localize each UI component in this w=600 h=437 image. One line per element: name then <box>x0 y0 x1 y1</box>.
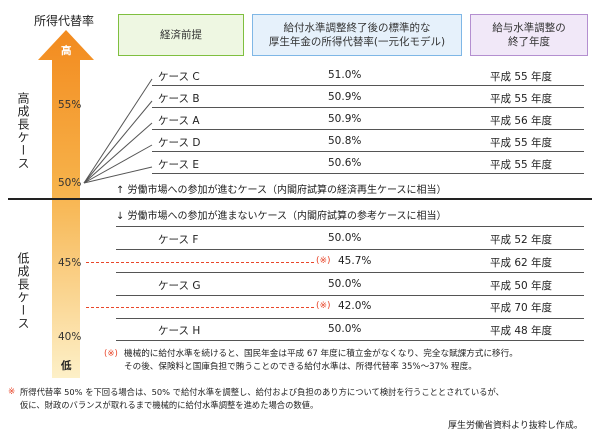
case-rate: 50.0% <box>328 323 362 335</box>
case-rate: 50.9% <box>328 113 362 125</box>
case-name: ケース D <box>158 137 201 149</box>
axis-tick-45: 45% <box>58 257 82 269</box>
dashed-guide <box>86 262 314 263</box>
header-end-year-line2: 終了年度 <box>508 36 550 48</box>
case-year: 平成 55 年度 <box>490 71 553 83</box>
case-year: 平成 55 年度 <box>490 93 553 105</box>
row-divider <box>152 85 584 86</box>
row-divider <box>116 340 584 341</box>
axis-tick-40: 40% <box>58 331 82 343</box>
header-economic-premise: 経済前提 <box>118 14 244 56</box>
case-rate: 42.0% <box>338 300 372 312</box>
case-name: ケース F <box>158 234 199 246</box>
case-rate: 50.0% <box>328 232 362 244</box>
dashed-guide <box>86 307 314 308</box>
case-rate: 50.8% <box>328 135 362 147</box>
header-economic-premise-text: 経済前提 <box>160 29 202 41</box>
note2-mark: ※ <box>8 387 16 397</box>
replacement-rate-arrow <box>38 30 94 378</box>
note2-line2: 仮に、財政のバランスが取れるまで機械的に給付水準調整を進めた場合の数値。 <box>20 400 319 410</box>
note1-line1: 機械的に給付水準を続けると、国民年金は平成 67 年度に積立金がなくなり、完全な… <box>124 349 518 359</box>
row-divider <box>152 129 584 130</box>
row-divider <box>152 173 584 174</box>
note2-line1: 所得代替率 50% を下回る場合は、50% で給付水準を調整し、給付および負担の… <box>20 387 504 397</box>
case-rate: 50.6% <box>328 157 362 169</box>
header-replacement-rate-line2: 厚生年金の所得代替率(一元化モデル) <box>268 36 446 48</box>
header-end-year: 給与水準調整の 終了年度 <box>470 14 588 56</box>
row-divider <box>116 318 584 319</box>
case-rate: 50.0% <box>328 278 362 290</box>
case-year: 平成 56 年度 <box>490 115 553 127</box>
row-divider <box>116 272 584 273</box>
case-year: 平成 55 年度 <box>490 159 553 171</box>
note1-mark: (※) <box>104 349 118 359</box>
axis-high-label: 高 <box>61 45 72 57</box>
note-mark: (※) <box>316 256 331 266</box>
case-year: 平成 55 年度 <box>490 137 553 149</box>
low-caption: ↓ 労働市場への参加が進まないケース（内閣府試算の参考ケースに相当） <box>116 211 447 222</box>
case-name: ケース B <box>158 93 200 105</box>
row-divider <box>152 107 584 108</box>
row-divider <box>116 249 584 250</box>
row-divider <box>116 295 584 296</box>
axis-tick-55: 55% <box>58 99 82 111</box>
axis-title: 所得代替率 <box>34 14 95 28</box>
row-divider <box>116 226 584 227</box>
case-name: ケース A <box>158 115 200 127</box>
axis-low-label: 低 <box>61 360 72 372</box>
header-end-year-line1: 給与水準調整の <box>492 22 566 34</box>
high-growth-label: 高成長ケース <box>16 92 30 170</box>
case-year: 平成 70 年度 <box>490 302 553 314</box>
note1-line2: その後、保険料と国庫負担で賄うことのできる給付水準は、所得代替率 35%〜37%… <box>124 362 477 372</box>
case-rate: 45.7% <box>338 255 372 267</box>
case-year: 平成 62 年度 <box>490 257 553 269</box>
case-name: ケース H <box>158 325 201 337</box>
case-name: ケース E <box>158 159 199 171</box>
case-year: 平成 50 年度 <box>490 280 553 292</box>
case-rate: 51.0% <box>328 69 362 81</box>
section-separator <box>8 198 592 200</box>
header-replacement-rate: 給付水準調整終了後の標準的な 厚生年金の所得代替率(一元化モデル) <box>252 14 462 56</box>
high-caption: ↑ 労働市場への参加が進むケース（内閣府試算の経済再生ケースに相当） <box>116 185 447 196</box>
header-replacement-rate-line1: 給付水準調整終了後の標準的な <box>283 22 431 34</box>
case-name: ケース G <box>158 280 201 292</box>
axis-tick-50: 50% <box>58 177 82 189</box>
case-year: 平成 48 年度 <box>490 325 553 337</box>
case-rate: 50.9% <box>328 91 362 103</box>
row-divider <box>152 151 584 152</box>
source-credit: 厚生労働省資料より抜粋し作成。 <box>448 421 583 431</box>
case-name: ケース C <box>158 71 200 83</box>
low-growth-label: 低成長ケース <box>16 252 30 330</box>
case-year: 平成 52 年度 <box>490 234 553 246</box>
note-mark: (※) <box>316 301 331 311</box>
